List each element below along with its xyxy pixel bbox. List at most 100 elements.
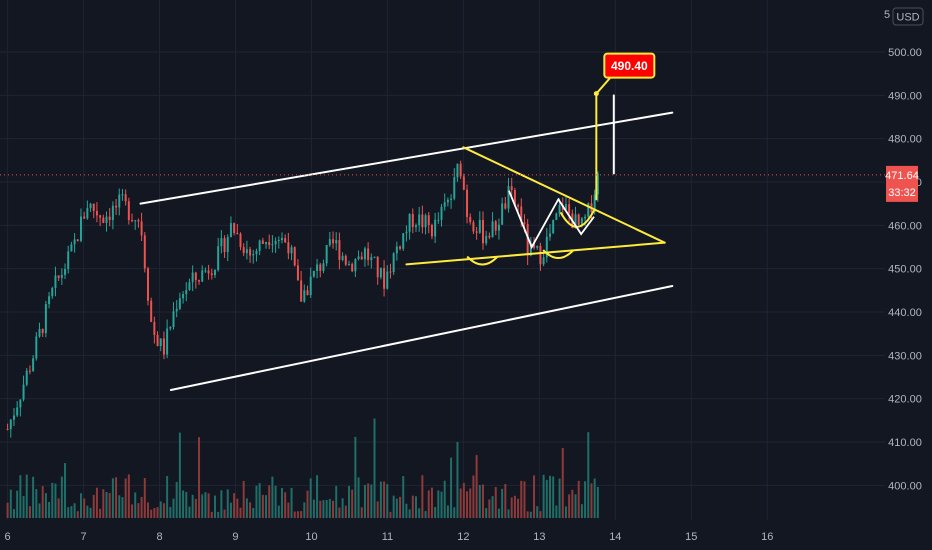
candle-body[interactable]: [19, 399, 22, 408]
candle-body[interactable]: [344, 255, 347, 265]
candle-body[interactable]: [261, 240, 264, 245]
candle-body[interactable]: [552, 219, 555, 234]
candle-body[interactable]: [226, 237, 229, 253]
candle-body[interactable]: [99, 215, 102, 218]
candle-body[interactable]: [233, 223, 236, 233]
candle-body[interactable]: [322, 263, 325, 271]
candle-body[interactable]: [156, 334, 159, 347]
candle-body[interactable]: [539, 246, 542, 265]
candle-body[interactable]: [402, 233, 405, 249]
candle-body[interactable]: [22, 384, 25, 400]
candle-body[interactable]: [472, 222, 475, 232]
candle-body[interactable]: [83, 216, 86, 219]
upper-channel-line[interactable]: [139, 111, 674, 205]
candle-body[interactable]: [118, 194, 121, 208]
candle-body[interactable]: [175, 308, 178, 312]
candle-body[interactable]: [360, 256, 363, 260]
triangle-lower-side[interactable]: [405, 241, 666, 266]
candle-body[interactable]: [424, 215, 427, 228]
candle-body[interactable]: [367, 248, 370, 261]
lower-channel-line[interactable]: [169, 285, 674, 391]
candle-body[interactable]: [526, 223, 529, 256]
candle-body[interactable]: [137, 220, 140, 222]
candle-body[interactable]: [456, 163, 459, 178]
candle-body[interactable]: [418, 214, 421, 226]
candle-body[interactable]: [185, 289, 188, 295]
candle-body[interactable]: [213, 270, 216, 276]
candle-body[interactable]: [159, 338, 162, 347]
candle-body[interactable]: [545, 236, 548, 258]
candle-body[interactable]: [414, 225, 417, 228]
candle-body[interactable]: [437, 219, 440, 221]
candle-body[interactable]: [79, 216, 82, 241]
candle-body[interactable]: [466, 189, 469, 217]
candle-body[interactable]: [296, 265, 299, 281]
candle-body[interactable]: [564, 204, 567, 210]
candle-body[interactable]: [70, 244, 73, 252]
candle-body[interactable]: [549, 233, 551, 237]
candle-body[interactable]: [513, 190, 516, 205]
candle-body[interactable]: [150, 300, 153, 322]
candle-body[interactable]: [178, 298, 181, 309]
candle-body[interactable]: [41, 328, 44, 334]
triangle-upper-side[interactable]: [462, 146, 666, 244]
candle-body[interactable]: [268, 242, 271, 245]
candle-body[interactable]: [430, 225, 433, 237]
candle-body[interactable]: [335, 240, 338, 244]
candle-body[interactable]: [64, 269, 67, 275]
candle-body[interactable]: [134, 220, 137, 222]
candle-body[interactable]: [434, 219, 437, 237]
candlesticks[interactable]: [6, 160, 599, 438]
candle-body[interactable]: [89, 203, 92, 209]
candle-body[interactable]: [162, 338, 165, 355]
candle-body[interactable]: [300, 280, 303, 302]
candle-body[interactable]: [580, 218, 583, 225]
candle-body[interactable]: [475, 231, 478, 233]
candle-body[interactable]: [533, 243, 536, 248]
candle-body[interactable]: [584, 216, 587, 219]
candle-body[interactable]: [9, 419, 12, 430]
candle-body[interactable]: [271, 244, 274, 246]
candle-body[interactable]: [504, 203, 507, 209]
candle-body[interactable]: [485, 235, 488, 244]
candle-body[interactable]: [12, 415, 15, 420]
candle-body[interactable]: [558, 205, 561, 214]
candle-body[interactable]: [258, 240, 261, 251]
candle-body[interactable]: [319, 264, 322, 271]
candle-body[interactable]: [312, 270, 315, 277]
candle-body[interactable]: [284, 238, 287, 243]
candle-body[interactable]: [131, 220, 134, 222]
candle-body[interactable]: [440, 206, 443, 220]
candle-body[interactable]: [373, 256, 376, 258]
candle-body[interactable]: [92, 203, 95, 211]
candle-body[interactable]: [450, 198, 453, 200]
candle-body[interactable]: [386, 271, 389, 289]
candle-body[interactable]: [153, 321, 156, 335]
candle-body[interactable]: [140, 221, 143, 236]
candle-body[interactable]: [252, 254, 255, 256]
candle-body[interactable]: [529, 243, 532, 256]
candle-body[interactable]: [105, 216, 108, 223]
candle-body[interactable]: [408, 213, 411, 232]
currency-badge[interactable]: USD: [892, 7, 924, 26]
candle-body[interactable]: [182, 294, 185, 299]
candle-body[interactable]: [523, 222, 526, 224]
candle-body[interactable]: [389, 271, 392, 273]
candle-body[interactable]: [596, 173, 599, 195]
candle-body[interactable]: [172, 311, 175, 327]
candle-body[interactable]: [392, 253, 395, 273]
candle-body[interactable]: [124, 194, 127, 202]
candle-body[interactable]: [198, 280, 201, 282]
candle-body[interactable]: [220, 238, 223, 247]
candle-body[interactable]: [507, 186, 510, 209]
candle-body[interactable]: [328, 239, 331, 246]
candle-body[interactable]: [204, 270, 207, 272]
candle-body[interactable]: [501, 203, 504, 225]
candle-body[interactable]: [86, 208, 89, 219]
candle-body[interactable]: [229, 223, 232, 238]
candle-body[interactable]: [363, 248, 366, 260]
candle-body[interactable]: [108, 216, 111, 221]
candle-body[interactable]: [338, 240, 341, 260]
